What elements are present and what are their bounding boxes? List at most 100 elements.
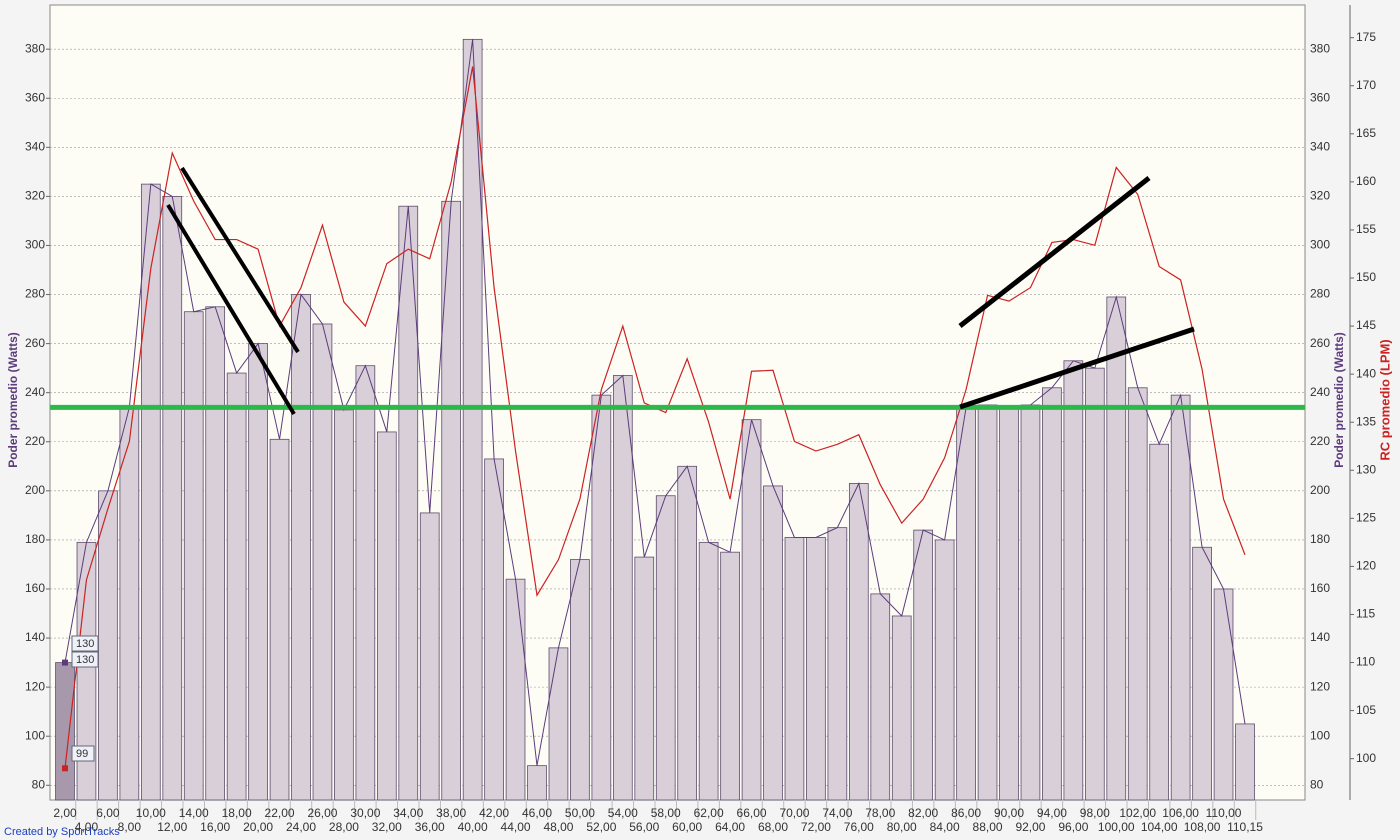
x-tick-label: 6,00 — [96, 806, 120, 820]
y-axis-title: Poder promedio (Watts) — [6, 332, 20, 468]
bar — [183, 311, 204, 801]
y-tick-label-right: 160 — [1310, 581, 1330, 595]
y2-tick-label: 160 — [1356, 174, 1376, 188]
x-tick-label: 8,00 — [118, 820, 142, 834]
trend-line — [958, 176, 1151, 328]
bar — [1063, 360, 1084, 801]
y2-tick-label: 135 — [1356, 414, 1376, 428]
bar — [570, 559, 590, 801]
bar — [291, 294, 311, 801]
y-tick-label: 140 — [25, 630, 45, 644]
value-label-box — [71, 745, 95, 762]
x-tick-label: 98,00 — [1080, 806, 1110, 820]
x-tick-label: 84,00 — [930, 820, 960, 834]
bar — [741, 419, 762, 801]
x-tick-label: 110,00 — [1206, 806, 1242, 820]
bar — [1020, 404, 1041, 801]
annotations — [166, 166, 1195, 416]
trend-line — [166, 203, 296, 416]
bar — [376, 431, 397, 801]
x-tick-label: 110,15 — [1227, 820, 1263, 834]
y-tick-label: 340 — [25, 139, 45, 153]
y-tick-label: 80 — [32, 777, 46, 791]
x-tick-label: 104,00 — [1141, 820, 1178, 834]
bar — [891, 615, 912, 801]
y-tick-label-right: 120 — [1310, 679, 1330, 693]
y2-tick-label: 110 — [1356, 655, 1375, 669]
bar — [98, 490, 118, 801]
x-tick-label: 92,00 — [1015, 820, 1045, 834]
y2-tick-label: 130 — [1356, 462, 1376, 476]
point-marker — [62, 659, 68, 666]
bar — [505, 578, 526, 801]
bar — [634, 556, 655, 801]
y2-tick-label: 105 — [1356, 703, 1376, 717]
x-tick-label: 24,00 — [286, 820, 316, 834]
x-tick-label: 42,00 — [479, 806, 509, 820]
trend-line — [180, 166, 300, 354]
y2-tick-label: 140 — [1356, 366, 1376, 380]
bar — [1213, 588, 1234, 801]
bar — [484, 458, 504, 801]
x-tick-label: 86,00 — [951, 806, 981, 820]
y-tick-label-right: 300 — [1310, 238, 1330, 252]
x-tick-label: 40,00 — [458, 820, 488, 834]
bar — [806, 537, 826, 801]
bar — [870, 593, 891, 801]
y-tick-label-right: 100 — [1310, 728, 1330, 742]
bar — [55, 662, 75, 801]
y2-tick-label: 175 — [1356, 30, 1376, 44]
bar — [1084, 367, 1105, 801]
y-tick-label-right: 340 — [1310, 139, 1330, 153]
x-tick-label: 44,00 — [501, 820, 531, 834]
y-tick-label: 360 — [25, 90, 45, 104]
y-tick-label-right: 380 — [1310, 41, 1330, 55]
x-tick-label: 100,00 — [1098, 820, 1135, 834]
y2-tick-label: 100 — [1356, 751, 1376, 765]
y-tick-label: 240 — [25, 385, 45, 399]
x-tick-label: 38,00 — [436, 806, 466, 820]
x-tick-label: 2,00 — [53, 806, 77, 820]
x-tick-label: 60,00 — [672, 820, 702, 834]
bar — [591, 394, 612, 801]
bar — [140, 183, 161, 801]
bar — [763, 485, 783, 801]
value-label: 130 — [76, 638, 94, 650]
bars — [55, 38, 1255, 801]
x-tick-label: 102,00 — [1119, 806, 1156, 820]
x-tick-label: 108,00 — [1184, 820, 1221, 834]
bar — [612, 375, 633, 801]
bar — [1192, 546, 1212, 801]
x-tick-label: 4,00 — [75, 820, 99, 834]
x-tick-label: 28,00 — [329, 820, 359, 834]
x-tick-label: 68,00 — [758, 820, 788, 834]
y2-axis-title: RC promedio (LPM) — [1377, 339, 1392, 460]
bar — [355, 365, 376, 801]
bar — [269, 438, 290, 801]
x-tick-label: 54,00 — [608, 806, 638, 820]
y2-tick-label: 115 — [1356, 607, 1375, 621]
x-tick-label: 70,00 — [779, 806, 809, 820]
y-tick-label: 220 — [25, 434, 45, 448]
y2-tick-label: 155 — [1356, 222, 1376, 236]
x-tick-label: 22,00 — [265, 806, 295, 820]
bar — [548, 647, 569, 801]
bar — [1170, 394, 1191, 801]
bar — [848, 483, 869, 801]
bar — [248, 343, 268, 801]
bar — [1149, 443, 1170, 801]
x-tick-label: 46,00 — [522, 806, 552, 820]
bar — [720, 551, 740, 801]
bar — [784, 537, 805, 801]
y2-tick-label: 125 — [1356, 511, 1376, 525]
value-label: 130 — [76, 654, 94, 666]
bar — [527, 765, 547, 801]
x-tick-label: 34,00 — [393, 806, 423, 820]
y-tick-label: 280 — [25, 287, 45, 301]
x-tick-label: 90,00 — [994, 806, 1024, 820]
bar — [1127, 387, 1148, 801]
x-tick-label: 14,00 — [179, 806, 209, 820]
y-tick-label: 320 — [25, 189, 45, 203]
bar — [119, 407, 140, 801]
